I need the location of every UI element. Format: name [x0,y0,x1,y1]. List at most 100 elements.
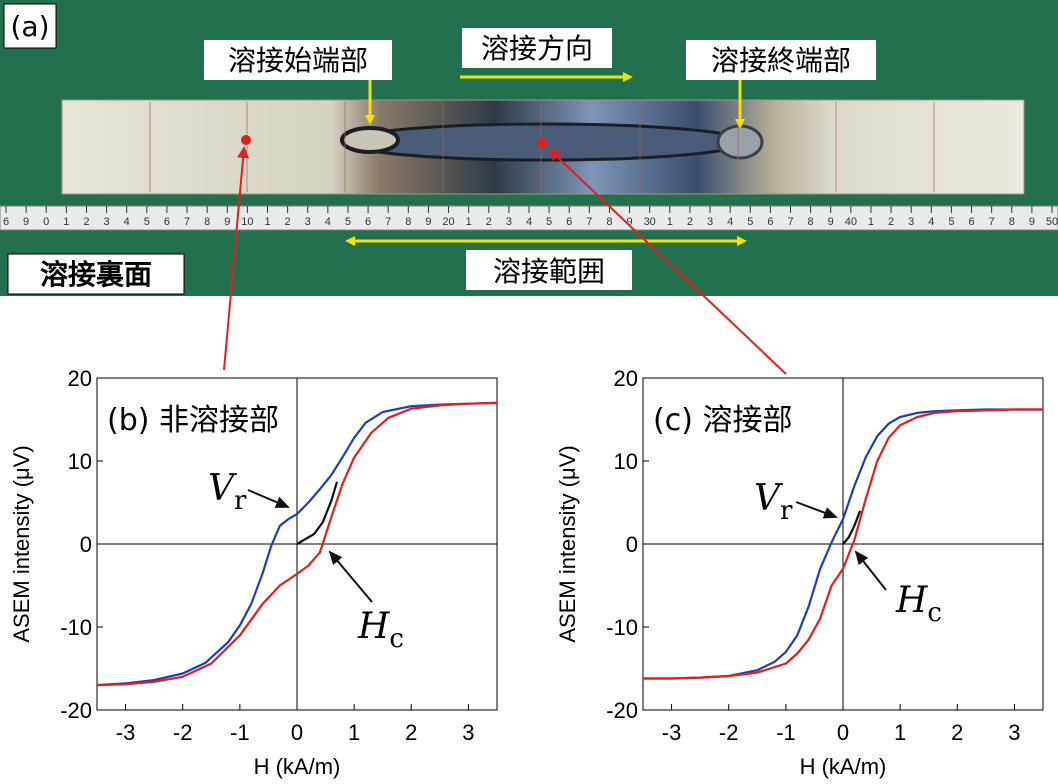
ruler-number: 1 [868,216,874,228]
x-tick-label: 0 [837,720,849,745]
annotation-vr: Vr [754,478,793,526]
ruler-number: 8 [204,216,210,228]
ruler-number: 3 [707,216,713,228]
ruler-number: 20 [442,216,454,228]
x-tick-label: 2 [951,720,963,745]
ruler-number: 4 [325,216,331,228]
x-tick-label: -3 [662,720,682,745]
x-tick-label: 3 [1008,720,1020,745]
y-axis-title: ASEM intensity (μV) [555,445,580,642]
x-axis-title: H (kA/m) [254,754,341,779]
ruler-number: 10 [241,216,253,228]
weld-start-crater [340,126,400,154]
y-tick-label: 20 [614,366,638,391]
annotation-subscript: c [927,598,942,628]
ruler-number: 8 [405,216,411,228]
ruler-number: 6 [566,216,572,228]
annotation-vr: Vr [208,468,247,516]
y-tick-label: 10 [614,449,638,474]
annotation-arrow [328,550,373,603]
ruler-number: 1 [466,216,472,228]
y-axis-title: ASEM intensity (μV) [9,445,34,642]
ruler-number: 5 [747,216,753,228]
ruler-number: 6 [365,216,371,228]
ruler-number: 6 [968,216,974,228]
ruler-number: 9 [627,216,633,228]
ruler-number: 1 [63,216,69,228]
series-line-0 [96,401,498,687]
ruler-number: 40 [845,216,857,228]
x-tick-label: -1 [230,720,250,745]
annotation-symbol: V [754,478,784,519]
series-line-0 [643,408,1043,680]
annotation-arrow [247,489,290,508]
panel-label: (b) 非溶接部 [107,403,279,438]
ruler-number: 6 [767,216,773,228]
back-side-label-box [7,253,185,295]
ruler-number: 3 [506,216,512,228]
weld-end-label: 溶接終端部 [711,44,851,77]
annotation-arrow [795,501,838,519]
ruler: 6 9 0 1 2 3 4 5 6 7 8 9 10 1 2 3 4 5 6 7 8 9 20 1 2 3 4 5 6 7 8 9 30 1 2 3 4… [0,205,1058,231]
connector-arrow-weld [548,148,787,375]
ruler-number: 5 [948,216,954,228]
ruler-number: 8 [808,216,814,228]
ruler-number: 9 [425,216,431,228]
weld-direction-label: 溶接方向 [481,32,593,65]
ruler-number: 7 [385,216,391,228]
x-tick-label: 3 [462,720,474,745]
ruler-numbers: 6 9 0 1 2 3 4 5 6 7 8 9 10 1 2 3 4 5 6 7 8 9 20 1 2 3 4 5 6 7 8 9 30 1 2 3 4… [3,216,1058,228]
ruler-number: 7 [184,216,190,228]
annotation-subscript: c [389,624,404,654]
ruler-number: 9 [224,216,230,228]
ruler-number: 3 [908,216,914,228]
ruler-number: 5 [345,216,351,228]
series-line-2 [842,510,862,545]
ruler-number: 30 [644,216,656,228]
ruler-number: 4 [124,216,130,228]
ruler-number: 4 [928,216,934,228]
y-tick-label: 20 [68,366,92,391]
weld-range-label-box [466,250,632,290]
ruler-number: 6 [3,216,9,228]
ruler-number: 8 [1009,216,1015,228]
ruler-number: 2 [83,216,89,228]
weld-range-label: 溶接範囲 [493,255,605,288]
weld-end-label-box [686,40,876,80]
x-tick-label: 1 [348,720,360,745]
annotation-symbol: V [208,468,238,509]
ruler-number: 1 [667,216,673,228]
series-line-2 [296,481,339,545]
non-weld-measure-point [241,135,251,145]
weld-end-crater [716,124,764,160]
y-tick-label: -10 [60,615,92,640]
panel-label: (c) 溶接部 [653,403,792,438]
annotation-subscript: r [234,486,247,516]
ruler-number: 5 [144,216,150,228]
x-tick-label: 2 [405,720,417,745]
photo-panel-label: (a) [10,10,49,43]
annotation-symbol: H [357,606,390,647]
y-tick-label: 0 [80,532,92,557]
ruler-number: 9 [1029,216,1035,228]
x-tick-label: -2 [173,720,193,745]
weld-start-label-box [204,40,392,80]
photo-panel-label-box [3,3,57,49]
ruler-number: 2 [285,216,291,228]
x-tick-label: 0 [291,720,303,745]
ruler-number: 2 [486,216,492,228]
y-tick-label: -20 [60,698,92,723]
annotation-hc: Hc [357,606,404,654]
annotation-symbol: H [895,580,928,621]
ruler-number: 9 [828,216,834,228]
x-tick-label: -2 [719,720,739,745]
ruler-number: 6 [164,216,170,228]
y-tick-label: -10 [606,615,638,640]
weld-direction-label-box [462,28,612,68]
annotation-subscript: r [780,496,793,526]
photo-panel: 6 9 0 1 2 3 4 5 6 7 8 9 10 1 2 3 4 5 6 7 8 9 20 1 2 3 4 5 6 7 8 9 30 1 2 3 4… [0,0,1058,296]
ruler-number: 9 [23,216,29,228]
ruler-number: 2 [888,216,894,228]
ruler-number: 7 [787,216,793,228]
